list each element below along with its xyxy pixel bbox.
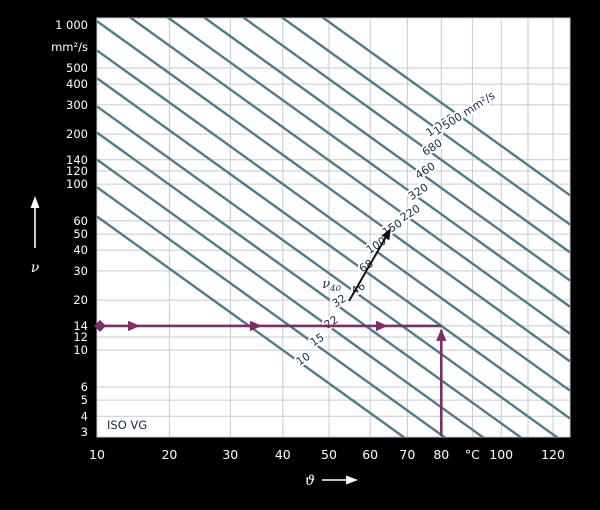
y-axis-arrow-head [30, 196, 40, 208]
example-arrowhead-right [250, 320, 262, 332]
y-tick-label-20: 20 [73, 293, 88, 307]
grid [96, 17, 570, 438]
x-tick-label-50: 50 [321, 447, 337, 462]
y-tick-label-3: 3 [81, 425, 88, 439]
nu40-arrow-head [381, 228, 391, 241]
y-tick-label-14: 14 [73, 319, 88, 333]
y-tick-label-10: 10 [73, 343, 88, 357]
iso-vg-line-100 [97, 49, 570, 392]
x-tick-label-80: 80 [433, 447, 449, 462]
y-tick-label-120: 120 [66, 164, 88, 178]
x-tick-label-120: 120 [541, 447, 565, 462]
y-tick-label-1000: 1 000 [55, 18, 88, 32]
x-tick-label-10: 10 [89, 447, 105, 462]
iso-vg-line-1500 [321, 18, 570, 197]
y-axis-symbol: ν [31, 260, 40, 276]
example-arrowhead-up [436, 328, 447, 341]
iso-vg-line-680 [242, 18, 570, 254]
example-start-marker [94, 319, 106, 332]
iso-vg-line-320 [166, 18, 570, 308]
x-axis-symbol: ϑ [305, 473, 315, 489]
x-tick-label-100: 100 [489, 447, 513, 462]
iso-vg-line-220 [128, 18, 570, 335]
y-tick-label-200: 200 [66, 127, 88, 141]
iso-vg-line-46 [97, 105, 559, 437]
iso-vg-line-10 [97, 215, 406, 437]
iso-vg-caption: ISO VG [107, 418, 147, 432]
iso-vg-line-22 [97, 158, 485, 437]
nu40-label: ν40 [322, 277, 341, 294]
axis-symbols: νϑ [30, 196, 358, 489]
x-axis-tick-labels: 10 20 30 40 50 60 70 80 °C 100 120 [89, 447, 565, 462]
x-tick-label-60: 60 [362, 447, 378, 462]
y-tick-label-30: 30 [73, 264, 88, 278]
iso-vg-lines [97, 18, 570, 437]
example-arrowhead-right [128, 320, 140, 332]
y-tick-label-400: 400 [66, 77, 88, 91]
y-tick-label-4: 4 [81, 409, 88, 423]
y-tick-label-40: 40 [73, 243, 88, 257]
y-tick-label-12: 12 [73, 330, 88, 344]
y-tick-label-6: 6 [81, 380, 88, 394]
x-axis-arrow-head [346, 475, 358, 485]
y-tick-label-100: 100 [66, 177, 88, 191]
x-tick-label-30: 30 [222, 447, 238, 462]
example-reading-path [94, 319, 447, 436]
nu40-arrow-shaft [348, 237, 387, 302]
plot-area [96, 17, 571, 438]
y-tick-label-60: 60 [73, 214, 88, 228]
x-tick-label-70: 70 [399, 447, 415, 462]
iso-vg-line-1000 [280, 18, 570, 226]
iso-vg-line-460 [202, 18, 570, 282]
example-arrowhead-right [376, 320, 388, 332]
iso-vg-line-68 [97, 77, 570, 420]
x-tick-label-90: °C [465, 447, 480, 462]
x-tick-label-20: 20 [161, 447, 177, 462]
nu40-annotation: ν40 [322, 228, 391, 302]
x-tick-label-40: 40 [275, 447, 291, 462]
iso-vg-line-150 [97, 20, 570, 363]
y-tick-label-500: 500 [66, 61, 88, 75]
y-axis-unit-label: mm²/s [51, 40, 88, 54]
iso-vg-line-15 [97, 186, 447, 437]
y-tick-label-140: 140 [66, 153, 88, 167]
y-tick-label-300: 300 [66, 98, 88, 112]
y-tick-label-50: 50 [73, 227, 88, 241]
y-tick-label-5: 5 [81, 393, 88, 407]
iso-vg-line-32 [97, 131, 523, 437]
